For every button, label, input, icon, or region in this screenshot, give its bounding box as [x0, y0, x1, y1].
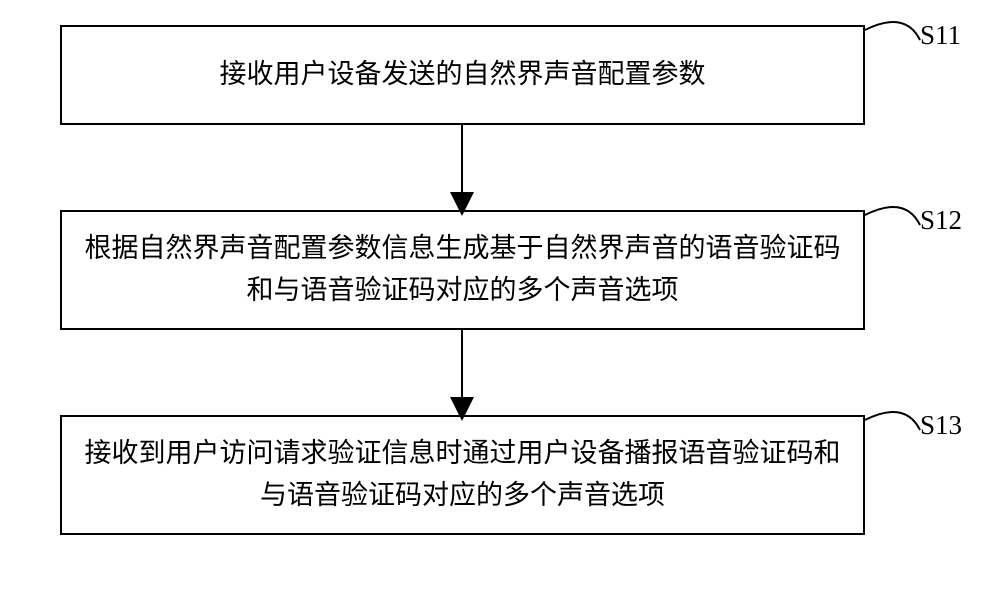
flow-step-s13: 接收到用户访问请求验证信息时通过用户设备播报语音验证码和与语音验证码对应的多个声… [60, 415, 865, 535]
step-label-s11: S11 [920, 20, 961, 51]
flow-step-s12-text: 根据自然界声音配置参数信息生成基于自然界声音的语音验证码和与语音验证码对应的多个… [82, 228, 843, 312]
flow-step-s12: 根据自然界声音配置参数信息生成基于自然界声音的语音验证码和与语音验证码对应的多个… [60, 210, 865, 330]
step-label-s13: S13 [920, 410, 962, 441]
flow-step-s11-text: 接收用户设备发送的自然界声音配置参数 [220, 54, 706, 96]
flow-step-s11: 接收用户设备发送的自然界声音配置参数 [60, 25, 865, 125]
flow-step-s13-text: 接收到用户访问请求验证信息时通过用户设备播报语音验证码和与语音验证码对应的多个声… [82, 433, 843, 517]
step-label-s12: S12 [920, 205, 962, 236]
